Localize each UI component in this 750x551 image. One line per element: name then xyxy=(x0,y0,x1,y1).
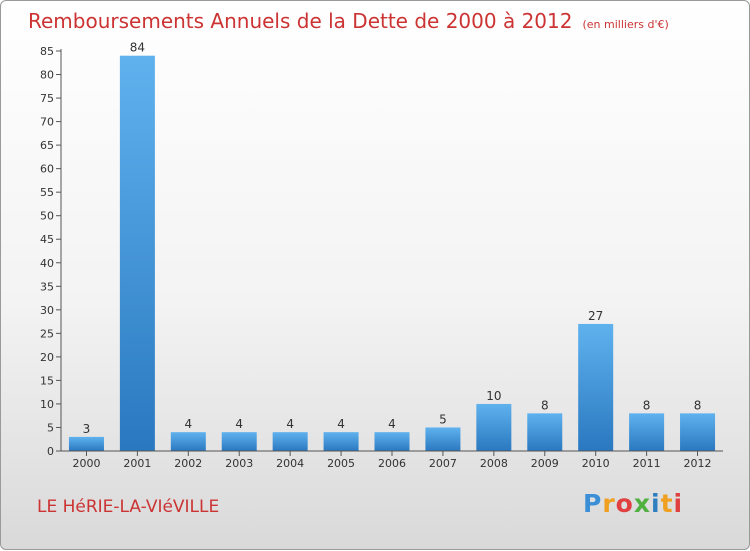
x-tick-label-2006: 2006 xyxy=(378,457,406,470)
x-tick-label-2002: 2002 xyxy=(174,457,202,470)
chart-subtitle: (en milliers d'€) xyxy=(582,18,669,31)
data-label-2005: 4 xyxy=(337,417,345,431)
bar-2010 xyxy=(578,323,614,451)
data-label-2011: 8 xyxy=(643,398,651,412)
y-tick-label: 20 xyxy=(40,351,54,364)
x-tick-label-2011: 2011 xyxy=(633,457,661,470)
data-label-2009: 8 xyxy=(541,398,549,412)
y-tick-label: 40 xyxy=(40,257,54,270)
y-tick-label: 75 xyxy=(40,92,54,105)
x-tick-label-2012: 2012 xyxy=(684,457,712,470)
x-tick-label-2009: 2009 xyxy=(531,457,559,470)
data-label-2001: 84 xyxy=(130,41,145,55)
x-tick-label-2005: 2005 xyxy=(327,457,355,470)
data-label-2002: 4 xyxy=(184,417,192,431)
bar-2011 xyxy=(629,413,665,451)
bar-2006 xyxy=(374,432,410,451)
location-name: LE HéRIE-LA-VIéVILLE xyxy=(37,497,220,517)
x-tick-label-2008: 2008 xyxy=(480,457,508,470)
x-tick-label-2010: 2010 xyxy=(582,457,610,470)
y-tick-label: 85 xyxy=(40,45,54,58)
data-label-2008: 10 xyxy=(486,389,501,403)
bar-2005 xyxy=(323,432,359,451)
y-tick-label: 0 xyxy=(47,445,54,458)
y-tick-label: 5 xyxy=(47,421,54,434)
data-label-2004: 4 xyxy=(286,417,294,431)
data-label-2000: 3 xyxy=(83,422,91,436)
y-tick-label: 15 xyxy=(40,374,54,387)
y-tick-label: 60 xyxy=(40,163,54,176)
data-label-2007: 5 xyxy=(439,412,447,426)
bar-2001 xyxy=(119,55,155,452)
data-label-2010: 27 xyxy=(588,309,603,323)
x-tick-label-2004: 2004 xyxy=(276,457,304,470)
bar-2002 xyxy=(170,432,206,451)
data-label-2012: 8 xyxy=(694,398,702,412)
y-tick-label: 70 xyxy=(40,116,54,129)
x-axis: 2000 2001 2002 2003 2004 2005 2006 2007 2008 2009… xyxy=(61,450,723,470)
bar-2008 xyxy=(476,403,512,451)
y-tick-label: 65 xyxy=(40,139,54,152)
bar-2012 xyxy=(680,413,716,451)
bar-2009 xyxy=(527,413,563,451)
x-tick-label-2007: 2007 xyxy=(429,457,457,470)
y-tick-label: 55 xyxy=(40,186,54,199)
bar-2007 xyxy=(425,427,461,451)
bar-2000 xyxy=(68,436,104,451)
chart-title: Remboursements Annuels de la Dette de 20… xyxy=(28,9,669,33)
x-tick-label-2001: 2001 xyxy=(123,457,151,470)
data-label-2006: 4 xyxy=(388,417,396,431)
y-tick-label: 50 xyxy=(40,210,54,223)
x-tick-label-2003: 2003 xyxy=(225,457,253,470)
y-tick-label: 10 xyxy=(40,398,54,411)
y-tick-label: 30 xyxy=(40,304,54,317)
data-label-2003: 4 xyxy=(235,417,243,431)
y-tick-label: 80 xyxy=(40,69,54,82)
y-tick-label: 35 xyxy=(40,280,54,293)
y-axis: 0 5 10 15 20 25 30 35 40 45 50 55 60 65 70 75 80 85 xyxy=(40,45,62,458)
chart-title-text: Remboursements Annuels de la Dette de 20… xyxy=(28,9,573,33)
bar-2004 xyxy=(272,432,308,451)
proxiti-logo: Proxiti xyxy=(583,489,684,518)
x-tick-label-2000: 2000 xyxy=(72,457,100,470)
y-tick-label: 45 xyxy=(40,233,54,246)
bar-2003 xyxy=(221,432,257,451)
y-tick-label: 25 xyxy=(40,327,54,340)
